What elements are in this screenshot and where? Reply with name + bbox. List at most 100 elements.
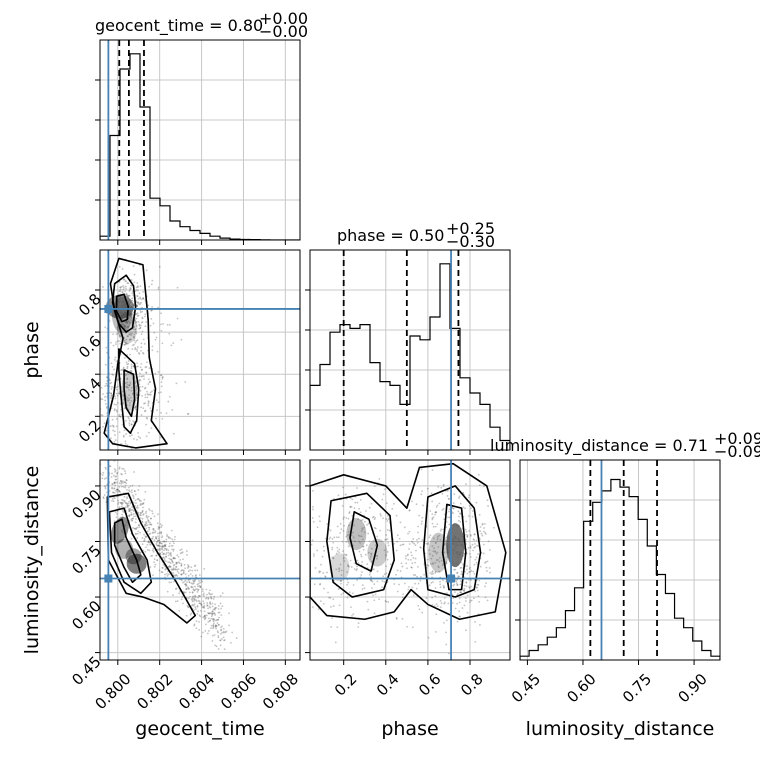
- sample-point: [187, 579, 190, 581]
- sample-point: [263, 515, 265, 517]
- sample-point: [129, 382, 132, 385]
- sample-point: [217, 608, 220, 610]
- sample-point: [453, 493, 456, 496]
- sample-point: [411, 586, 414, 589]
- sample-point: [118, 490, 121, 493]
- sample-point: [135, 332, 138, 335]
- sample-point: [157, 525, 160, 528]
- sample-point: [159, 436, 162, 439]
- sample-point: [110, 362, 113, 365]
- sample-point: [218, 616, 220, 619]
- sample-point: [468, 586, 471, 588]
- title-phase-plus: +0.25: [446, 219, 495, 238]
- sample-point: [169, 566, 172, 568]
- sample-point: [451, 542, 454, 545]
- sample-point: [110, 395, 113, 398]
- sample-point: [198, 594, 201, 597]
- sample-point: [385, 538, 388, 541]
- sample-point: [406, 554, 409, 557]
- sample-point: [153, 389, 155, 391]
- sample-point: [338, 551, 341, 554]
- sample-point: [425, 542, 428, 545]
- sample-point: [144, 313, 147, 316]
- sample-point: [123, 278, 126, 281]
- sample-point: [143, 533, 145, 536]
- sample-point: [124, 285, 127, 288]
- sample-point: [118, 297, 120, 300]
- sample-point: [126, 322, 129, 325]
- title-geocent-time-plus: +0.00: [259, 9, 308, 28]
- title-phase-minus: −0.30: [446, 232, 495, 251]
- sample-point: [466, 565, 469, 567]
- sample-point: [112, 333, 115, 336]
- sample-point: [172, 432, 175, 435]
- sample-point: [167, 561, 170, 563]
- sample-point: [118, 297, 121, 300]
- title-geocent-time-minus: −0.00: [259, 22, 308, 41]
- sample-point: [345, 517, 348, 519]
- sample-point: [219, 644, 222, 647]
- sample-point: [200, 579, 203, 582]
- sample-point: [125, 386, 128, 388]
- sample-point: [313, 555, 315, 557]
- sample-point: [197, 595, 200, 597]
- sample-point: [115, 388, 118, 391]
- sample-point: [112, 500, 115, 503]
- sample-point: [441, 492, 444, 495]
- sample-point: [116, 513, 118, 515]
- sample-point: [452, 512, 455, 515]
- sample-point: [432, 516, 435, 519]
- sample-point: [163, 545, 166, 547]
- sample-point: [146, 517, 149, 519]
- sample-point: [187, 606, 190, 609]
- sample-point: [173, 580, 175, 583]
- sample-point: [359, 511, 362, 514]
- sample-point: [132, 365, 135, 368]
- sample-point: [125, 304, 128, 306]
- sample-point: [135, 286, 138, 289]
- sample-point: [441, 447, 443, 449]
- sample-point: [122, 315, 125, 318]
- sample-point: [473, 572, 476, 575]
- sample-point: [118, 489, 121, 492]
- sample-point: [117, 385, 119, 388]
- density-cell: [367, 538, 388, 567]
- sample-point: [182, 581, 184, 584]
- sample-point: [175, 561, 178, 564]
- sample-point: [120, 482, 123, 485]
- sample-point: [172, 342, 175, 344]
- sample-point: [463, 584, 466, 587]
- sample-point: [111, 418, 114, 421]
- sample-point: [193, 589, 196, 592]
- sample-point: [152, 322, 155, 325]
- sample-point: [166, 590, 169, 593]
- sample-point: [217, 648, 220, 650]
- sample-point: [349, 505, 352, 508]
- sample-point: [119, 312, 121, 315]
- sample-point: [139, 372, 141, 375]
- sample-point: [134, 386, 137, 389]
- sample-point: [173, 557, 176, 560]
- sample-point: [459, 520, 462, 523]
- sample-point: [434, 571, 437, 574]
- sample-point: [167, 549, 170, 552]
- sample-point: [350, 505, 353, 508]
- sample-point: [118, 340, 121, 343]
- sample-point: [181, 551, 184, 553]
- sample-point: [192, 581, 195, 584]
- sample-point: [161, 378, 164, 380]
- sample-point: [152, 528, 155, 530]
- sample-point: [200, 603, 203, 606]
- sample-point: [172, 540, 174, 543]
- sample-point: [204, 614, 207, 617]
- sample-point: [183, 580, 186, 583]
- sample-point: [135, 502, 137, 505]
- sample-point: [133, 527, 136, 530]
- sample-point: [202, 600, 205, 603]
- sample-point: [213, 612, 216, 614]
- sample-point: [459, 583, 462, 586]
- sample-point: [175, 587, 178, 590]
- sample-point: [129, 313, 132, 316]
- sample-point: [121, 291, 124, 293]
- sample-point: [340, 579, 342, 582]
